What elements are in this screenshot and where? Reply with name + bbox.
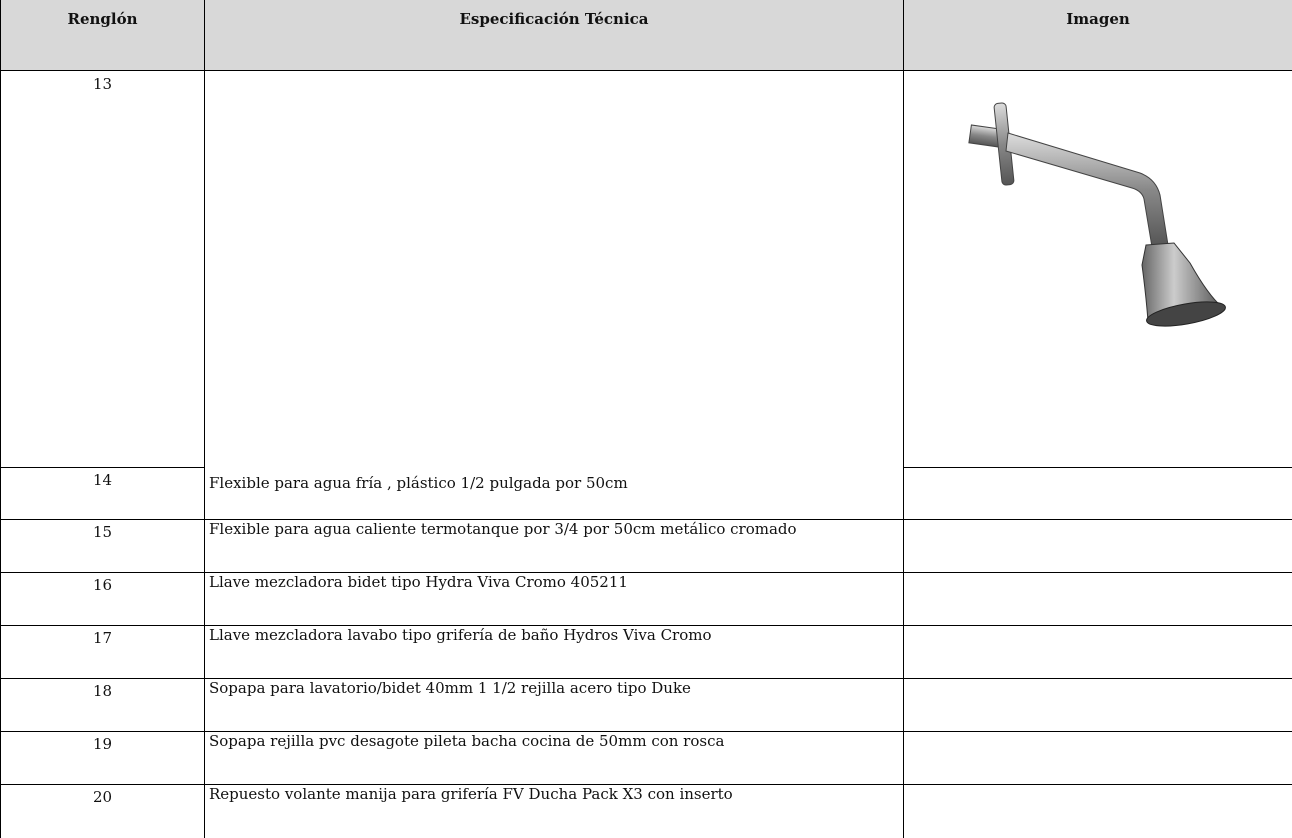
row-border <box>0 572 204 573</box>
header-cell: Renglón <box>1 0 204 71</box>
row-spec: Repuesto volante manija para grifería FV… <box>209 785 733 803</box>
shower-head-image <box>968 102 1226 327</box>
row-spec: Flexible para agua fría , plástico 1/2 p… <box>209 474 628 492</box>
row-spec: Sopapa para lavatorio/bidet 40mm 1 1/2 r… <box>209 679 691 697</box>
row-border <box>903 678 1292 679</box>
header-cell: Imagen <box>904 0 1292 71</box>
row-border <box>204 625 903 626</box>
row-border <box>0 467 204 468</box>
row-border <box>0 678 204 679</box>
row-spec: Sopapa rejilla pvc desagote pileta bacha… <box>209 732 725 750</box>
row-number: 20 <box>92 788 113 806</box>
row-spec: Flexible para agua caliente termotanque … <box>209 520 797 538</box>
row-number: 19 <box>92 735 113 753</box>
row-border <box>204 784 903 785</box>
row-spec: Llave mezcladora bidet tipo Hydra Viva C… <box>209 573 628 591</box>
row-number: 15 <box>92 523 113 541</box>
row-border <box>0 784 204 785</box>
row-border <box>903 467 1292 468</box>
border <box>0 0 1 838</box>
border <box>204 0 205 838</box>
row-number: 16 <box>92 576 113 594</box>
row-border <box>204 572 903 573</box>
row-border <box>0 731 204 732</box>
row-number: 18 <box>92 682 113 700</box>
row-border <box>204 731 903 732</box>
row-border <box>0 625 204 626</box>
row-border <box>903 731 1292 732</box>
row-number: 14 <box>92 471 113 489</box>
row-number: 17 <box>92 629 113 647</box>
row-spec: Llave mezcladora lavabo tipo grifería de… <box>209 626 712 644</box>
row-number: 13 <box>92 75 113 93</box>
row-border <box>204 678 903 679</box>
row-border <box>903 625 1292 626</box>
row-border <box>903 519 1292 520</box>
header-cell: Especificación Técnica <box>205 0 903 71</box>
row-border <box>903 784 1292 785</box>
row-border <box>204 519 903 520</box>
border <box>903 0 904 838</box>
row-border <box>0 519 204 520</box>
row-border <box>903 572 1292 573</box>
